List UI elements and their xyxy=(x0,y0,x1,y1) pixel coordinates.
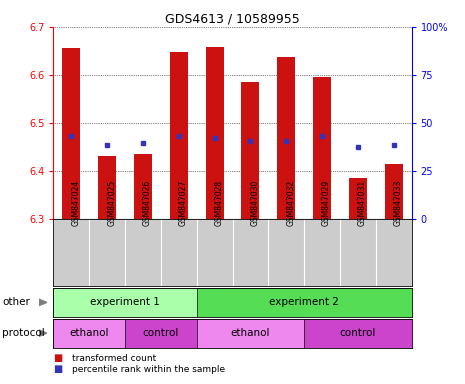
Text: GSM847030: GSM847030 xyxy=(250,179,259,226)
Bar xyxy=(206,47,224,219)
Bar xyxy=(197,288,412,317)
Bar xyxy=(304,319,412,348)
Text: ethanol: ethanol xyxy=(70,328,109,338)
Text: GSM847032: GSM847032 xyxy=(286,179,295,226)
Text: GSM847027: GSM847027 xyxy=(179,179,188,226)
Text: ■: ■ xyxy=(53,353,63,363)
Bar xyxy=(170,52,188,219)
Text: GSM847026: GSM847026 xyxy=(143,179,152,226)
Text: control: control xyxy=(143,328,179,338)
Bar xyxy=(125,319,197,348)
Bar xyxy=(277,57,295,219)
Text: GSM847033: GSM847033 xyxy=(393,179,403,226)
Text: GSM847024: GSM847024 xyxy=(72,179,80,226)
Bar xyxy=(241,82,259,219)
Bar xyxy=(98,157,116,219)
Bar xyxy=(53,288,197,317)
Text: GSM847029: GSM847029 xyxy=(322,179,331,226)
Title: GDS4613 / 10589955: GDS4613 / 10589955 xyxy=(165,13,300,26)
Polygon shape xyxy=(39,299,47,306)
Text: transformed count: transformed count xyxy=(72,354,156,363)
Bar xyxy=(385,164,403,219)
Polygon shape xyxy=(39,330,47,336)
Text: experiment 2: experiment 2 xyxy=(269,297,339,308)
Text: GSM847028: GSM847028 xyxy=(214,179,224,226)
Text: GSM847031: GSM847031 xyxy=(358,179,367,226)
Text: ■: ■ xyxy=(53,364,63,374)
Text: other: other xyxy=(2,297,30,308)
Text: percentile rank within the sample: percentile rank within the sample xyxy=(72,366,225,374)
Bar xyxy=(197,319,304,348)
Text: GSM847025: GSM847025 xyxy=(107,179,116,226)
Bar xyxy=(134,154,152,219)
Bar xyxy=(349,178,367,219)
Text: experiment 1: experiment 1 xyxy=(90,297,160,308)
Bar xyxy=(313,77,331,219)
Bar xyxy=(53,319,125,348)
Bar xyxy=(62,48,80,219)
Text: control: control xyxy=(339,328,376,338)
Text: protocol: protocol xyxy=(2,328,45,338)
Text: ethanol: ethanol xyxy=(231,328,270,338)
